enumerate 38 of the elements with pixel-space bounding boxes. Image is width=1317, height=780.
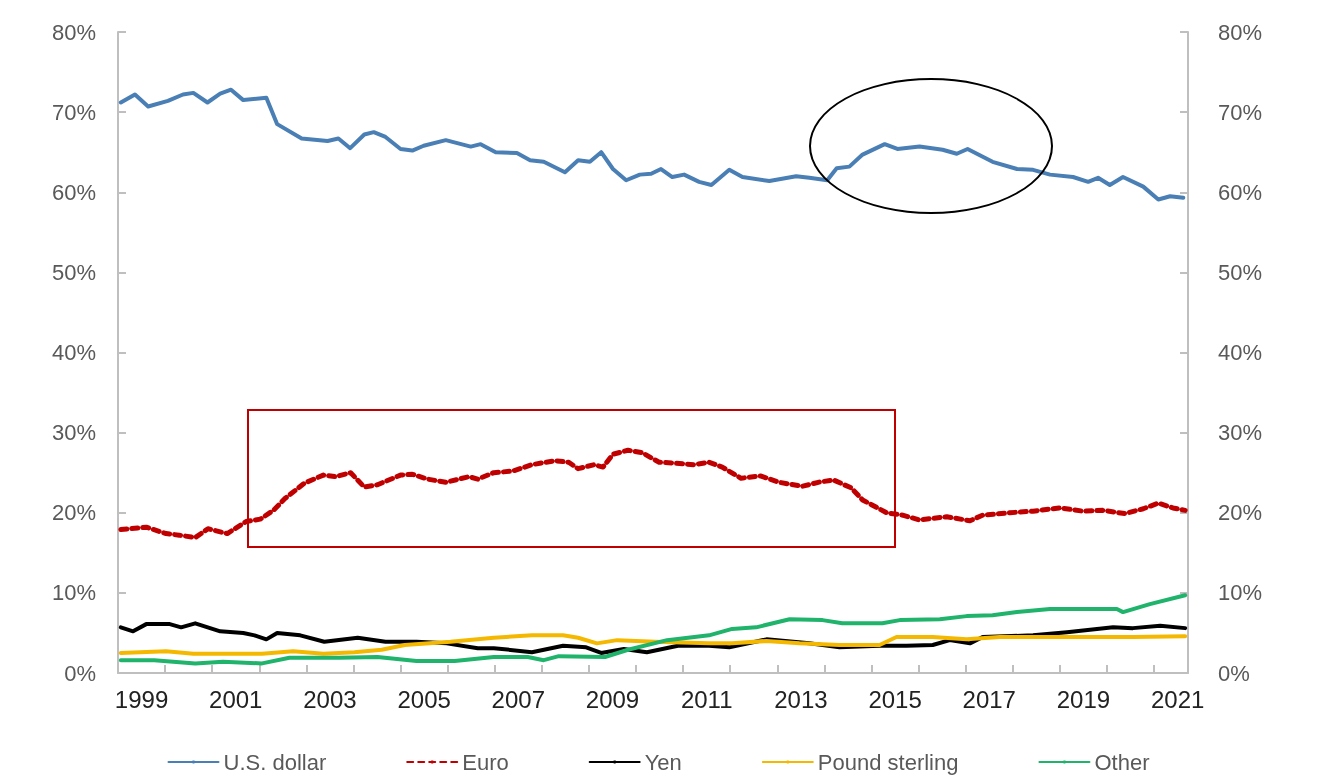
y-tick-label: 10% [51,580,96,606]
x-tick-label: 2001 [209,685,263,713]
y2-tick-label: 80% [1218,19,1263,45]
x-tick-label: 2013 [774,685,828,713]
y-tick-label: 0% [64,660,96,686]
y-tick-label: 30% [51,420,96,446]
x-tick-label: 1999 [114,685,169,713]
line-series [118,87,1186,202]
x-tick-label: 2019 [1056,685,1111,713]
y-tick-label: 40% [51,340,96,365]
x-tick-label: 2017 [962,685,1016,713]
x-tick-label: 2011 [680,685,733,713]
x-tick-label: 2007 [491,685,545,713]
y2-tick-label: 20% [1218,500,1263,526]
legend-label: Euro [462,749,509,775]
line-series [118,633,1188,656]
x-tick-label: 2003 [303,685,357,713]
legend-label: Yen [644,749,682,775]
y2-tick-label: 60% [1218,179,1263,205]
y2-tick-label: 50% [1218,259,1263,285]
x-tick-label: 2009 [585,685,640,713]
y-tick-label: 60% [51,179,96,205]
y2-tick-label: 70% [1218,99,1263,125]
y2-tick-label: 30% [1218,420,1263,446]
y2-tick-label: 0% [1218,660,1250,686]
x-tick-label: 2021 [1150,685,1205,713]
y-tick-label: 70% [51,99,96,125]
y-tick-label: 20% [51,500,96,526]
legend-label: Other [1094,749,1150,775]
line-series [118,593,1188,666]
y-tick-label: 50% [51,259,96,285]
x-tick-label: 2005 [397,685,451,713]
legend-label: U.S. dollar [223,749,327,775]
y-tick-label: 80% [51,19,96,45]
y2-tick-label: 40% [1218,340,1263,365]
x-tick-label: 2015 [868,685,922,713]
legend-label: Pound sterling [817,749,959,775]
y2-tick-label: 10% [1218,580,1263,606]
